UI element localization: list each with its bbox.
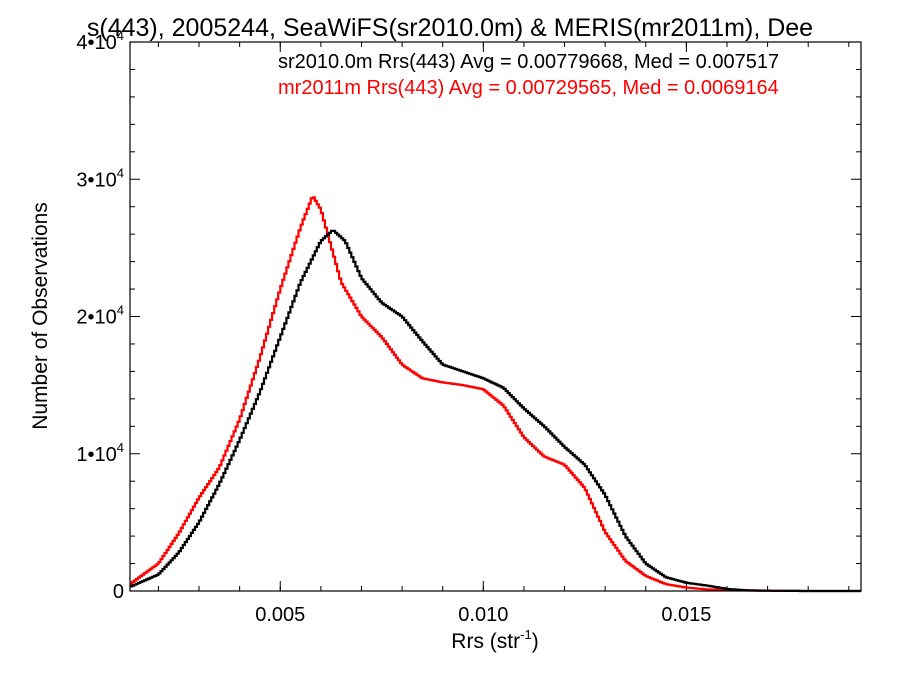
series-line-sr2010 [130,229,861,593]
y-tick-label: 1•104 [76,440,124,466]
y-axis-label: Number of Observations [29,202,52,430]
x-axis-label: Rrs (str-1) [451,627,538,653]
x-tick-label: 0.005 [255,604,305,626]
y-tick-label: 4•104 [76,28,124,54]
axis-ticks: 0.005 0.010 0.015 0 1•104 2•104 3•104 4•104 [76,28,861,626]
y-tick-label: 3•104 [76,165,124,191]
x-axis-label-main: Rrs (str [451,630,520,653]
chart-title: s(443), 2005244, SeaWiFS(sr2010.0m) & ME… [87,14,813,42]
plot-frame [129,41,862,592]
x-tick-label: 0.015 [661,604,711,626]
x-axis-label-close: ) [532,630,539,653]
series-line-mr2011 [130,196,861,593]
y-tick-label: 2•104 [76,303,124,329]
legend-annotation-sr2010: sr2010.0m Rrs(443) Avg = 0.00779668, Med… [278,51,779,73]
series-group [130,196,861,593]
x-tick-label: 0.010 [458,604,508,626]
y-tick-label: 0 [113,581,124,603]
legend-annotation-mr2011: mr2011m Rrs(443) Avg = 0.00729565, Med =… [278,77,779,99]
x-axis-label-superscript: -1 [520,627,532,642]
